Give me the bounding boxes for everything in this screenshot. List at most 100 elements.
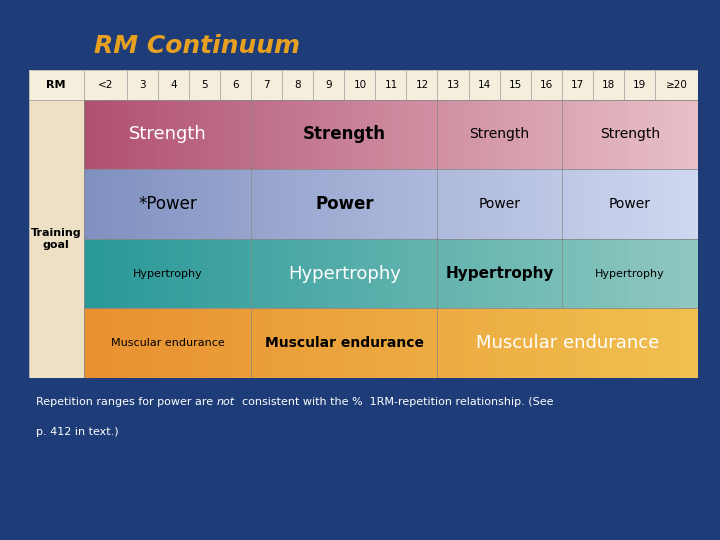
- Bar: [634, 239, 637, 308]
- Bar: [282, 239, 284, 308]
- Bar: [241, 99, 245, 169]
- Bar: [361, 308, 365, 378]
- Bar: [547, 308, 551, 378]
- Bar: [550, 169, 554, 239]
- Bar: [436, 239, 439, 308]
- Bar: [652, 169, 655, 239]
- Bar: [445, 239, 449, 308]
- Bar: [161, 239, 164, 308]
- Bar: [535, 308, 538, 378]
- Bar: [143, 169, 145, 239]
- Bar: [84, 99, 698, 169]
- Bar: [232, 239, 235, 308]
- Bar: [544, 239, 547, 308]
- Bar: [195, 99, 198, 169]
- Bar: [133, 308, 136, 378]
- Bar: [343, 308, 346, 378]
- Bar: [575, 239, 578, 308]
- Bar: [390, 169, 393, 239]
- Bar: [238, 308, 241, 378]
- Bar: [260, 169, 263, 239]
- Bar: [479, 239, 482, 308]
- Bar: [500, 70, 531, 99]
- Bar: [665, 239, 668, 308]
- Bar: [565, 239, 569, 308]
- Bar: [405, 99, 408, 169]
- Bar: [275, 169, 279, 239]
- Bar: [417, 169, 420, 239]
- Bar: [522, 239, 526, 308]
- Bar: [677, 99, 680, 169]
- Text: 3: 3: [140, 80, 146, 90]
- Bar: [473, 308, 477, 378]
- Bar: [368, 308, 372, 378]
- Bar: [161, 169, 164, 239]
- Bar: [420, 239, 424, 308]
- Bar: [346, 239, 350, 308]
- Bar: [167, 239, 171, 308]
- Bar: [151, 308, 155, 378]
- Bar: [256, 239, 260, 308]
- Bar: [387, 99, 390, 169]
- Bar: [578, 99, 581, 169]
- Bar: [328, 169, 331, 239]
- Bar: [387, 169, 390, 239]
- Text: Training
goal: Training goal: [31, 228, 81, 249]
- Bar: [225, 308, 229, 378]
- Bar: [469, 70, 500, 99]
- Bar: [646, 308, 649, 378]
- Bar: [189, 99, 192, 169]
- Bar: [479, 169, 482, 239]
- Bar: [402, 169, 405, 239]
- Bar: [238, 169, 241, 239]
- Bar: [643, 239, 647, 308]
- Bar: [173, 169, 176, 239]
- Bar: [402, 99, 405, 169]
- Bar: [272, 99, 276, 169]
- Bar: [108, 308, 112, 378]
- Bar: [90, 169, 93, 239]
- Bar: [352, 99, 356, 169]
- Bar: [377, 239, 380, 308]
- Bar: [451, 239, 454, 308]
- Bar: [161, 99, 164, 169]
- Bar: [198, 99, 202, 169]
- Bar: [433, 169, 436, 239]
- Bar: [368, 169, 372, 239]
- Bar: [423, 99, 427, 169]
- Bar: [692, 239, 696, 308]
- Bar: [507, 308, 510, 378]
- Bar: [282, 70, 313, 99]
- Bar: [615, 169, 618, 239]
- Bar: [581, 99, 585, 169]
- Bar: [665, 308, 668, 378]
- Bar: [538, 239, 541, 308]
- Bar: [621, 99, 624, 169]
- Bar: [600, 239, 603, 308]
- Bar: [667, 99, 671, 169]
- Bar: [448, 169, 451, 239]
- Bar: [612, 169, 616, 239]
- Bar: [105, 99, 109, 169]
- Bar: [636, 99, 640, 169]
- Bar: [225, 169, 229, 239]
- Bar: [572, 169, 575, 239]
- Bar: [133, 239, 136, 308]
- Bar: [198, 239, 202, 308]
- Bar: [315, 169, 319, 239]
- Bar: [130, 169, 133, 239]
- Bar: [402, 239, 405, 308]
- Bar: [383, 99, 387, 169]
- Bar: [371, 239, 374, 308]
- Bar: [176, 169, 180, 239]
- Bar: [643, 308, 647, 378]
- Bar: [164, 308, 167, 378]
- Bar: [510, 308, 513, 378]
- Text: <2: <2: [98, 80, 113, 90]
- Bar: [186, 169, 189, 239]
- Bar: [383, 239, 387, 308]
- Bar: [182, 239, 186, 308]
- Bar: [269, 239, 272, 308]
- Bar: [495, 239, 498, 308]
- Bar: [387, 308, 390, 378]
